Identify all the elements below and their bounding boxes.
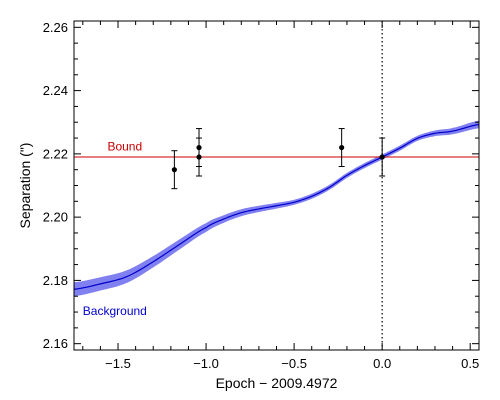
data-point-marker: [196, 154, 202, 160]
data-point-marker: [379, 154, 385, 160]
y-axis-title: Separation ("): [17, 143, 33, 229]
data-point: [379, 137, 386, 177]
y-tick-label: 2.18: [43, 273, 68, 288]
x-axis-title: Epoch − 2009.4972: [216, 375, 338, 391]
x-tick-label: −0.5: [281, 356, 307, 371]
x-tick-label: −1.5: [105, 356, 131, 371]
data-point-marker: [339, 144, 345, 151]
bound-label: Bound: [107, 140, 142, 154]
data-point: [171, 150, 178, 190]
background-track-line: [74, 123, 479, 290]
x-tick-label: −1.0: [193, 356, 219, 371]
y-tick-label: 2.22: [43, 146, 68, 161]
y-tick-label: 2.20: [43, 210, 68, 225]
annotation-layer: Bound Background: [83, 140, 147, 319]
y-tick-label: 2.16: [43, 336, 68, 351]
background-uncertainty-band: [74, 120, 479, 297]
data-point: [196, 137, 203, 177]
data-point-layer: [171, 128, 386, 190]
background-uncertainty-band-layer: [74, 120, 479, 297]
x-tick-label: 0.0: [373, 356, 391, 371]
data-point-marker: [171, 167, 177, 173]
y-tick-label: 2.26: [43, 20, 68, 35]
x-tick-label: 0.5: [461, 356, 479, 371]
y-tick-label: 2.24: [43, 83, 68, 98]
plot-frame: [73, 20, 480, 351]
data-point: [338, 128, 345, 168]
background-label: Background: [83, 304, 147, 318]
tick-layer: −1.5 −1.0 −0.5 0.0 0.5 2.16 2.18 2.20 2.22 2.24 2.…: [43, 20, 480, 371]
series-line-layer: [74, 21, 479, 350]
